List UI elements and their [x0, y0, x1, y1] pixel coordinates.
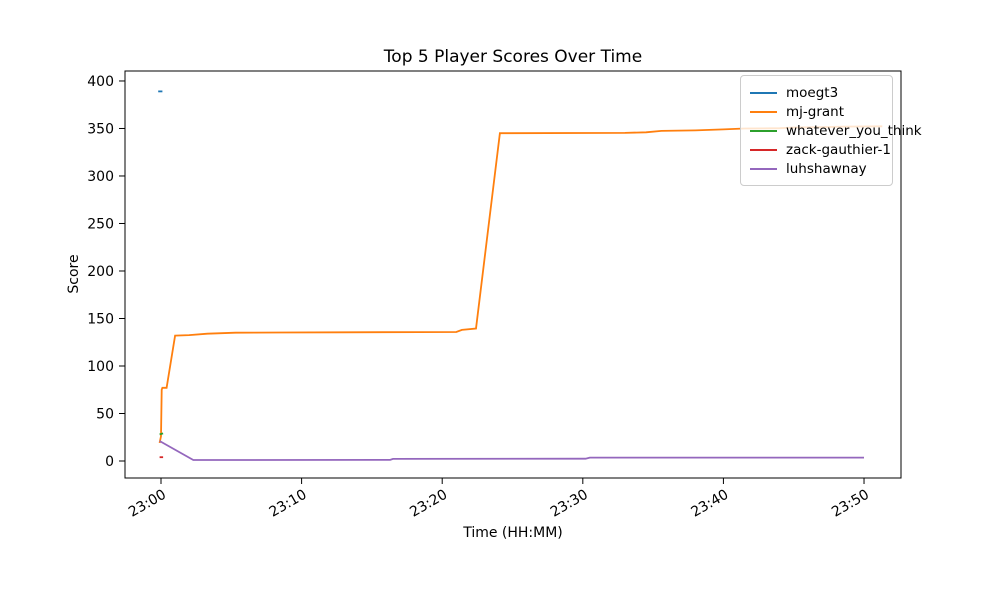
y-tick-label: 100 [87, 359, 114, 375]
legend-label: mj-grant [786, 103, 845, 120]
y-tick-label: 250 [87, 216, 114, 232]
legend-label: luhshawnay [786, 160, 867, 177]
y-tick-label: 0 [105, 454, 114, 470]
series-line-whatever_you_think [159, 432, 164, 436]
legend-item: luhshawnay [750, 159, 883, 178]
legend-item: whatever_you_think [750, 121, 922, 140]
y-tick-label: 150 [87, 311, 114, 327]
legend-swatch-moegt3 [750, 91, 777, 94]
legend-label: moegt3 [786, 84, 839, 101]
legend-item: zack-gauthier-1 [750, 140, 891, 159]
legend-label: zack-gauthier-1 [786, 141, 891, 158]
x-axis-label: Time (HH:MM) [463, 525, 563, 541]
series-line-luhshawnay [159, 440, 864, 461]
x-tick-label: 23:10 [267, 487, 310, 521]
y-tick-label: 350 [87, 121, 114, 137]
chart-title: Top 5 Player Scores Over Time [383, 47, 643, 67]
legend-item: mj-grant [750, 102, 883, 121]
y-tick-label: 400 [87, 74, 114, 90]
legend-label: whatever_you_think [786, 122, 922, 139]
x-tick-label: 23:20 [407, 487, 450, 521]
y-tick-label: 200 [87, 264, 114, 280]
legend-swatch-zack-gauthier-1 [750, 148, 777, 151]
legend-swatch-luhshawnay [750, 167, 777, 170]
y-tick-label: 50 [96, 406, 114, 422]
axes-frame [124, 70, 902, 479]
x-tick-label: 23:40 [688, 487, 731, 521]
x-tick-label: 23:30 [548, 487, 591, 521]
y-tick-label: 300 [87, 169, 114, 185]
legend: moegt3 mj-grant whatever_you_think zack-gau… [740, 75, 922, 186]
x-tick-label: 23:00 [126, 487, 169, 521]
y-axis-label: Score [66, 254, 82, 294]
legend-item: moegt3 [750, 83, 883, 102]
legend-swatch-whatever_you_think [750, 129, 777, 132]
x-tick-label: 23:50 [829, 487, 872, 521]
legend-swatch-mj-grant [750, 110, 777, 113]
